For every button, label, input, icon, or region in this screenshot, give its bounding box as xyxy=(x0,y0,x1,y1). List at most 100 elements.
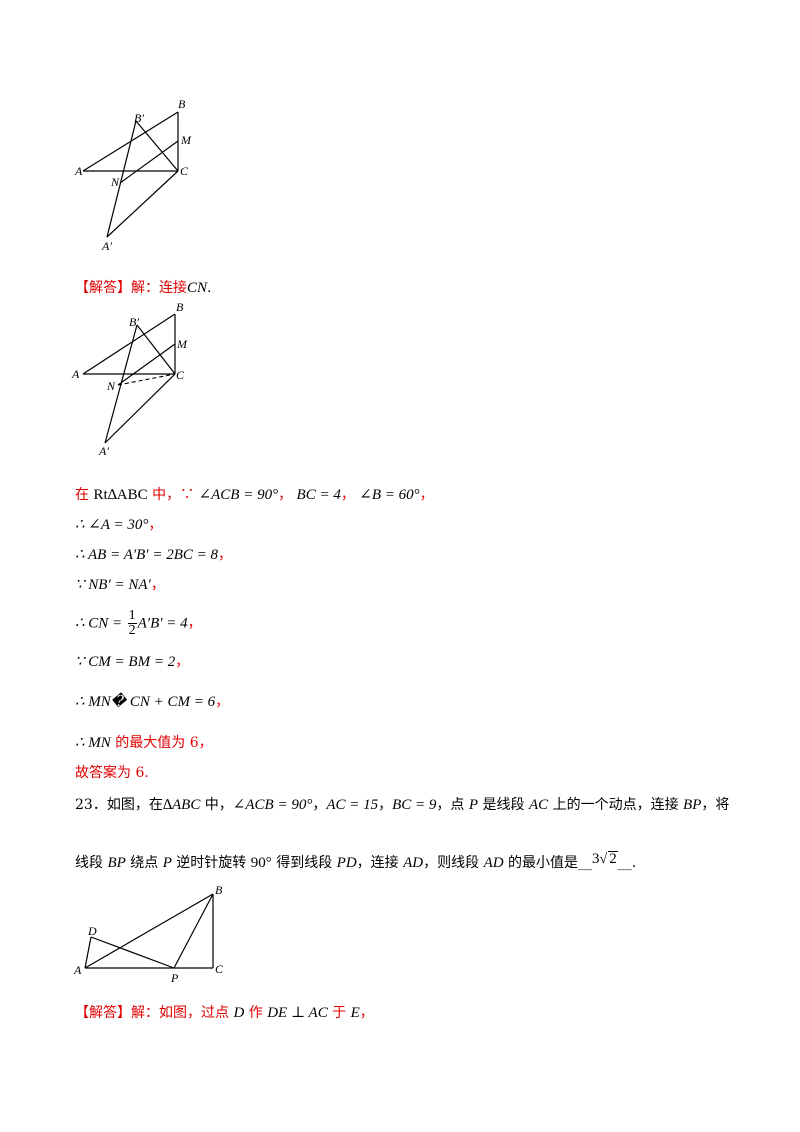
fig1-label-B-prime: B′ xyxy=(134,111,144,125)
step-4-math: ∵ NB′ = NA′ xyxy=(75,577,151,593)
step-5: ∴ CN = 1 2 A′B′ = 4， xyxy=(75,609,202,638)
step-8-post: 的最大值为 6， xyxy=(110,735,213,751)
step-4: ∵ NB′ = NA′， xyxy=(75,575,165,595)
q23-m2: ∠ACB = 90° xyxy=(232,797,313,813)
fig3-label-A: A xyxy=(73,963,82,977)
figure-1: B B′ M A N C A′ xyxy=(70,95,200,255)
q23-t6: 上的一个动点，连接 xyxy=(548,797,684,813)
q23-m5: P xyxy=(468,797,479,813)
fig3-label-D: D xyxy=(87,924,97,938)
q23-line-1: 23．如图，在∆ABC 中，∠ACB = 90°，AC = 15，BC = 9，… xyxy=(75,795,729,815)
answer-2-t3: 于 xyxy=(327,1005,351,1021)
q23-m3: AC = 15 xyxy=(326,797,379,813)
q23-l2-m4: PD xyxy=(336,855,357,871)
figure-3-svg: B D A P C xyxy=(73,883,224,985)
fig3-label-C: C xyxy=(215,962,224,976)
fraction-numerator: 1 xyxy=(127,608,137,624)
fig1-label-A: A xyxy=(74,164,83,178)
q23-t3: ， xyxy=(378,797,393,813)
q23-l2-m5: AD xyxy=(403,855,424,871)
step-1-post: ， xyxy=(278,487,293,503)
answer-intro: 【解答】解：连接CN. xyxy=(75,278,211,298)
answer-2-t2: 作 xyxy=(244,1005,268,1021)
q23-m7: BP xyxy=(683,797,702,813)
q23-t5: 是线段 xyxy=(478,797,529,813)
step-7: ∴ MN� CN + CM = 6， xyxy=(75,692,229,712)
answer-2-tag: 【解答】 xyxy=(75,1005,131,1021)
answer-2-t4: ， xyxy=(359,1005,374,1021)
step-6: ∵ CM = BM = 2， xyxy=(75,652,189,672)
step-6-post: ， xyxy=(175,654,190,670)
q23-number: 23．如图，在 xyxy=(75,797,163,813)
fig3-label-B: B xyxy=(215,883,223,897)
fig2-label-A-prime: A′ xyxy=(98,444,109,458)
answer-coef: 3 xyxy=(592,851,600,867)
step-6-math: ∵ CM = BM = 2 xyxy=(75,654,176,670)
fig2-label-N: N xyxy=(106,379,116,393)
fig1-label-B: B xyxy=(178,97,186,111)
answer-2-m3: E xyxy=(350,1005,360,1021)
q23-m6: AC xyxy=(528,797,549,813)
step-1-math4: ∠B = 60° xyxy=(359,487,420,503)
step-1: 在 Rt∆ABC 中，∵ ∠ACB = 90°， BC = 4， ∠B = 60… xyxy=(75,485,434,505)
fig2-label-C: C xyxy=(176,368,185,382)
q23-l2-t4: 得到线段 xyxy=(271,855,337,871)
step-4-post: ， xyxy=(150,577,165,593)
q23-l2-t7: 的最小值是 xyxy=(503,855,579,871)
step-2-post: ， xyxy=(148,517,163,533)
answer-2-m1: D xyxy=(233,1005,245,1021)
q23-l2-m2: P xyxy=(162,855,172,871)
step-9-text: 故答案为 6. xyxy=(75,765,149,781)
answer-blank-left: __ xyxy=(578,855,593,871)
fig2-label-A: A xyxy=(71,367,80,381)
q23-l2-t1: 线段 xyxy=(75,855,108,871)
step-3: ∴ AB = A′B′ = 2BC = 8， xyxy=(75,545,232,565)
fig3-label-P: P xyxy=(170,971,179,985)
step-1-math: Rt∆ABC xyxy=(93,487,148,503)
fig1-label-N: N xyxy=(110,175,120,189)
answer-tag: 【解答】 xyxy=(75,280,131,296)
step-1-pre: 在 xyxy=(75,487,94,503)
q23-m4: BC = 9 xyxy=(392,797,437,813)
q23-answer: 3√ 2 xyxy=(592,851,618,867)
fig1-label-C: C xyxy=(180,164,189,178)
q23-l2-t5: ，连接 xyxy=(356,855,404,871)
step-1-math2: ∠ACB = 90° xyxy=(198,487,279,503)
answer-intro-end: . xyxy=(207,280,212,296)
answer-2-t1: 解：如图，过点 xyxy=(131,1005,234,1021)
q23-l2-t2: 绕点 xyxy=(125,855,163,871)
step-5-pre-math: ∴ CN = xyxy=(75,615,123,632)
answer-intro-text: 解：连接 xyxy=(131,280,187,296)
q23-l2-m1: BP xyxy=(107,855,126,871)
step-3-post: ， xyxy=(218,547,232,563)
figure-3: B D A P C xyxy=(70,882,240,987)
step-9: 故答案为 6. xyxy=(75,763,149,783)
step-1-post3: ， xyxy=(419,487,434,503)
fig1-label-M: M xyxy=(180,133,192,147)
step-7-math: ∴ MN� CN + CM = 6 xyxy=(75,694,216,710)
q23-m1: ∆ABC xyxy=(162,797,201,813)
fraction-denominator: 2 xyxy=(128,623,136,638)
answer-radicand: 2 xyxy=(608,851,618,867)
step-5-math: A′B′ = 4 xyxy=(137,615,188,632)
figure-1-svg: B B′ M A N C A′ xyxy=(74,97,192,253)
step-7-post: ， xyxy=(215,694,230,710)
answer-intro-math: CN xyxy=(187,280,208,296)
q23-t4: ，点 xyxy=(436,797,469,813)
q23-t7: ，将 xyxy=(701,797,730,813)
figure-2: B B′ M A N C A′ xyxy=(65,298,205,463)
answer-blank-right: __. xyxy=(617,855,637,871)
q23-l2-t6: ，则线段 xyxy=(423,855,484,871)
step-3-math: ∴ AB = A′B′ = 2BC = 8 xyxy=(75,547,218,563)
q23-line-2: 线段 BP 绕点 P 逆时针旋转 90° 得到线段 PD，连接 AD，则线段 A… xyxy=(75,851,637,874)
step-2: ∴ ∠A = 30°， xyxy=(75,515,162,535)
q23-l2-m6: AD xyxy=(483,855,504,871)
q23-l2-m3: 90° xyxy=(250,855,272,871)
step-1-mid: 中，∵ xyxy=(147,487,199,503)
step-8: ∴ MN 的最大值为 6， xyxy=(75,733,213,753)
answer-2-m2: DE ⊥ AC xyxy=(267,1005,328,1021)
fig2-label-M: M xyxy=(176,337,188,351)
step-2-math: ∴ ∠A = 30° xyxy=(75,517,149,533)
fig2-label-B-prime: B′ xyxy=(129,315,139,329)
sqrt-sign: √ xyxy=(599,852,608,867)
